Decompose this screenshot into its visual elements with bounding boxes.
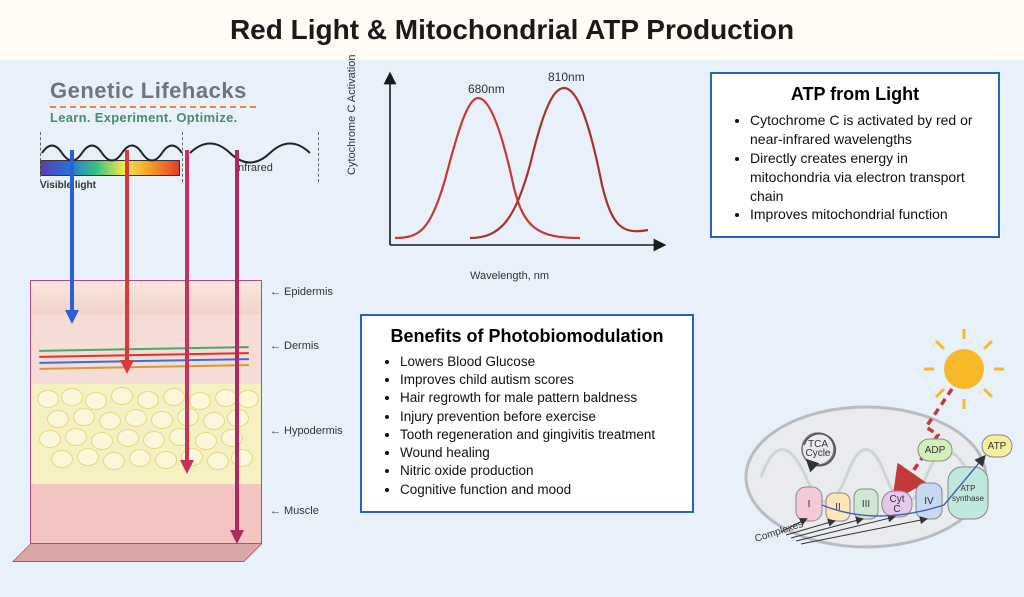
atp-box-list: Cytochrome C is activated by red or near… (728, 111, 982, 224)
atp-from-light-box: ATP from Light Cytochrome C is activated… (710, 72, 1000, 238)
penetration-arrow (235, 150, 239, 544)
svg-text:C: C (893, 504, 900, 515)
peak-label-810: 810nm (548, 70, 585, 84)
benefit-list-item: Lowers Blood Glucose (400, 353, 676, 371)
peak-label-680: 680nm (468, 82, 505, 96)
logo-block: Genetic Lifehacks Learn. Experiment. Opt… (50, 78, 260, 125)
layer-epidermis (30, 280, 262, 314)
complex-label-III: III (862, 499, 870, 510)
content-area: Genetic Lifehacks Learn. Experiment. Opt… (0, 60, 1024, 597)
complex-label-ADP: ADP (925, 445, 946, 456)
benefit-list-item: Hair regrowth for male pattern baldness (400, 389, 676, 407)
benefit-list-item: Improves child autism scores (400, 371, 676, 389)
skin-side-face (12, 544, 262, 562)
svg-text:synthase: synthase (952, 494, 985, 503)
penetration-arrow (185, 150, 189, 474)
penetration-arrow (125, 150, 129, 374)
benefit-list-item: Cognitive function and mood (400, 481, 676, 499)
visible-light-label: Visible light (40, 180, 320, 191)
complex-label-ATP: ATP (988, 441, 1007, 452)
page-title: Red Light & Mitochondrial ATP Production (230, 14, 794, 46)
benefits-box-list: Lowers Blood GlucoseImproves child autis… (378, 353, 676, 499)
title-bar: Red Light & Mitochondrial ATP Production (0, 0, 1024, 60)
complex-label-I: I (808, 499, 811, 510)
benefit-list-item: Wound healing (400, 444, 676, 462)
benefit-list-item: Nitric oxide production (400, 462, 676, 480)
mitochondrion-diagram: TCA Cycle IIIIIICCytIVADPsynthaseATPATP … (726, 327, 1006, 567)
infrared-label: Infrared (235, 162, 273, 174)
penetration-arrow (70, 150, 74, 324)
atp-list-item: Directly creates energy in mitochondria … (750, 149, 982, 206)
atp-list-item: Improves mitochondrial function (750, 205, 982, 224)
atp-list-item: Cytochrome C is activated by red or near… (750, 111, 982, 149)
benefits-box: Benefits of Photobiomodulation Lowers Bl… (360, 314, 694, 513)
logo-tagline: Learn. Experiment. Optimize. (50, 110, 260, 125)
label-dermis: Dermis (270, 340, 319, 352)
chart-y-axis-label: Cytochrome C Activation (346, 55, 358, 175)
sun-icon (924, 329, 1004, 409)
complex-label-ATPs: ATP (961, 484, 976, 493)
svg-text:Cycle: Cycle (805, 448, 830, 459)
chart-x-axis-label: Wavelength, nm (470, 270, 549, 282)
layer-dermis (30, 314, 262, 384)
spectrum-diagram: Visible light Infrared (40, 160, 320, 191)
complex-label-IV: IV (924, 496, 934, 507)
benefits-box-title: Benefits of Photobiomodulation (378, 326, 676, 347)
label-muscle: Muscle (270, 505, 319, 517)
complex-label-CytC: Cyt (890, 494, 905, 505)
atp-box-title: ATP from Light (728, 84, 982, 105)
label-hypodermis: Hypodermis (270, 425, 343, 437)
label-epidermis: Epidermis (270, 286, 333, 298)
benefit-list-item: Tooth regeneration and gingivitis treatm… (400, 426, 676, 444)
activation-spectrum-chart: Cytochrome C Activation Wavelength, nm 6… (350, 70, 670, 280)
benefit-list-item: Injury prevention before exercise (400, 408, 676, 426)
layer-muscle (30, 484, 262, 544)
layer-hypodermis (30, 384, 262, 484)
logo-underline (50, 106, 260, 108)
logo-name: Genetic Lifehacks (50, 78, 260, 104)
skin-cross-section: Epidermis Dermis Hypodermis Muscle (30, 280, 290, 570)
